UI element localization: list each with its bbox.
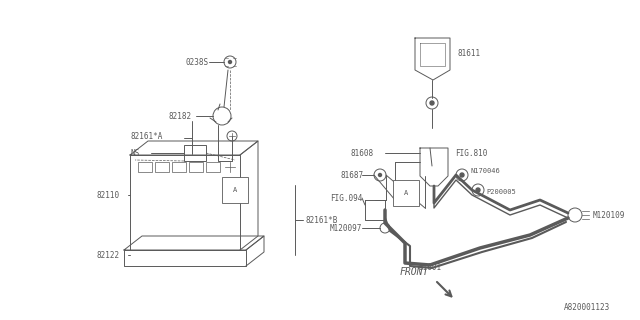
Text: M120097: M120097 [330, 223, 362, 233]
Text: A820001123: A820001123 [564, 303, 610, 313]
Bar [155, 162, 169, 172]
Text: 82161*A: 82161*A [130, 132, 163, 141]
Text: A: A [233, 187, 237, 193]
Text: 82110: 82110 [96, 190, 119, 199]
Bar [206, 162, 220, 172]
Text: NS: NS [130, 148, 140, 157]
Text: 81608: 81608 [350, 148, 373, 157]
Text: M120109: M120109 [593, 211, 625, 220]
Bar [172, 162, 186, 172]
Text: 81687: 81687 [340, 171, 363, 180]
Text: FIG.094: FIG.094 [330, 194, 362, 203]
Text: 82161*B: 82161*B [305, 215, 337, 225]
Bar [138, 162, 152, 172]
Circle shape [378, 173, 381, 177]
Circle shape [228, 60, 232, 63]
Text: P200005: P200005 [486, 189, 516, 195]
Circle shape [476, 188, 480, 192]
Bar [189, 162, 203, 172]
Text: FIG.810: FIG.810 [455, 148, 488, 157]
Circle shape [460, 173, 464, 177]
Text: FRONT: FRONT [400, 267, 429, 277]
Text: 81601: 81601 [419, 263, 442, 273]
Text: 81611: 81611 [457, 49, 480, 58]
Text: 82122: 82122 [96, 251, 119, 260]
Circle shape [430, 101, 434, 105]
Text: A: A [404, 190, 408, 196]
Bar [184, 145, 206, 161]
Text: N170046: N170046 [470, 168, 500, 174]
Text: 0238S: 0238S [185, 58, 208, 67]
Text: 82182: 82182 [168, 111, 191, 121]
